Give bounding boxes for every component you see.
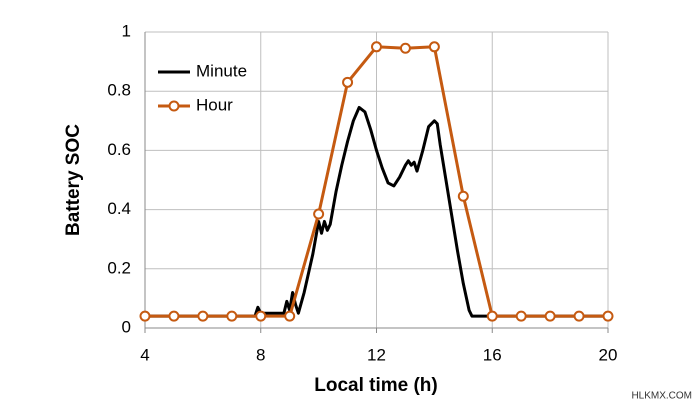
data-point xyxy=(284,310,296,322)
y-tick-label: 0.6 xyxy=(107,140,131,159)
legend-marker xyxy=(168,100,180,112)
data-point xyxy=(342,76,354,88)
data-point xyxy=(197,310,209,322)
y-tick-label: 0.8 xyxy=(107,81,131,100)
data-point xyxy=(313,208,325,220)
legend-label: Minute xyxy=(196,61,247,80)
data-point xyxy=(255,310,267,322)
data-point xyxy=(544,310,556,322)
data-point xyxy=(515,310,527,322)
watermark: HLKMX.COM xyxy=(631,391,692,402)
data-point xyxy=(602,310,614,322)
data-point xyxy=(168,310,180,322)
legend-label: Hour xyxy=(196,95,233,114)
data-point xyxy=(399,42,411,54)
y-axis-label: Battery SOC xyxy=(63,124,84,236)
x-tick-label: 8 xyxy=(256,345,265,364)
data-point xyxy=(573,310,585,322)
data-point xyxy=(486,310,498,322)
data-point xyxy=(428,41,440,53)
data-point xyxy=(139,310,151,322)
y-tick-label: 0.2 xyxy=(107,258,131,277)
data-point xyxy=(457,190,469,202)
y-tick-label: 0 xyxy=(122,317,131,336)
x-axis-label: Local time (h) xyxy=(314,375,438,396)
x-tick-label: 20 xyxy=(599,345,618,364)
data-point xyxy=(226,310,238,322)
y-tick-label: 1 xyxy=(122,21,131,40)
x-tick-label: 12 xyxy=(367,345,386,364)
x-tick-label: 16 xyxy=(483,345,502,364)
y-tick-label: 0.4 xyxy=(107,199,131,218)
data-point xyxy=(371,41,382,53)
x-tick-label: 4 xyxy=(140,345,149,364)
